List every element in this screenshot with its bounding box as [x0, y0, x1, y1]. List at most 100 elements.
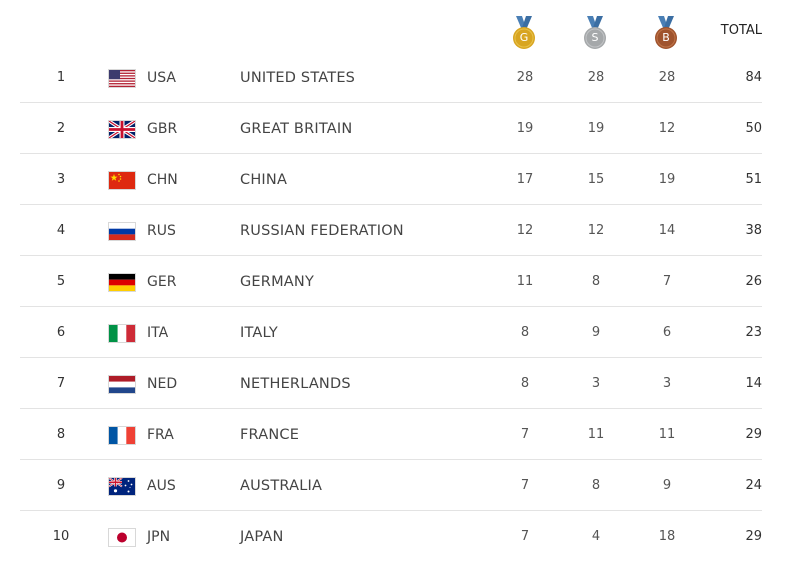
- country-name[interactable]: UNITED STATES: [240, 70, 356, 86]
- aus-flag-icon: [108, 477, 136, 496]
- bronze-count: 14: [658, 223, 676, 238]
- rank-cell: 9: [56, 478, 66, 493]
- bronze-count: 28: [658, 70, 676, 85]
- total-count: 38: [745, 223, 762, 238]
- total-column-header: TOTAL: [720, 23, 762, 38]
- gold-count: 7: [520, 427, 530, 442]
- country-name[interactable]: RUSSIAN FEDERATION: [240, 223, 404, 239]
- medal-table-body: 1 USA UNITED STATES 28 28 28 84 2 GBR GREAT BRITA…: [20, 52, 762, 561]
- bronze-count: 11: [658, 427, 676, 442]
- total-count: 24: [745, 478, 762, 493]
- silver-count: 4: [591, 529, 601, 544]
- total-count: 29: [745, 427, 762, 442]
- gold-count: 12: [516, 223, 534, 238]
- country-name[interactable]: NETHERLANDS: [240, 376, 351, 392]
- table-row[interactable]: 1 USA UNITED STATES 28 28 28 84: [20, 52, 762, 103]
- total-count: 14: [745, 376, 762, 391]
- bronze-count: 7: [662, 274, 672, 289]
- rus-flag-icon: [108, 222, 136, 241]
- table-row[interactable]: 2 GBR GREAT BRITAIN 19 19 12 50: [20, 103, 762, 154]
- country-code: USA: [147, 70, 176, 86]
- country-name[interactable]: AUSTRALIA: [240, 478, 323, 494]
- ned-flag-icon: [108, 375, 136, 394]
- rank-cell: 2: [56, 121, 66, 136]
- total-count: 51: [745, 172, 762, 187]
- country-code: CHN: [147, 172, 178, 188]
- gold-count: 7: [520, 529, 530, 544]
- rank-cell: 10: [52, 529, 70, 544]
- country-code: FRA: [147, 427, 174, 443]
- bronze-count: 9: [662, 478, 672, 493]
- table-row[interactable]: 10 JPN JAPAN 7 4 18 29: [20, 511, 762, 561]
- table-row[interactable]: 8 FRA FRANCE 7 11 11 29: [20, 409, 762, 460]
- bronze-medal-icon: B: [653, 16, 679, 50]
- rank-cell: 4: [56, 223, 66, 238]
- silver-count: 8: [591, 274, 601, 289]
- country-name[interactable]: GERMANY: [240, 274, 315, 290]
- silver-medal-letter: S: [591, 31, 599, 44]
- silver-medal-icon: S: [582, 16, 608, 50]
- table-row[interactable]: 6 ITA ITALY 8 9 6 23: [20, 307, 762, 358]
- silver-count: 3: [591, 376, 601, 391]
- country-code: JPN: [147, 529, 171, 545]
- rank-cell: 7: [56, 376, 66, 391]
- country-name[interactable]: ITALY: [240, 325, 278, 341]
- table-row[interactable]: 5 GER GERMANY 11 8 7 26: [20, 256, 762, 307]
- bronze-count: 12: [658, 121, 676, 136]
- bronze-medal-letter: B: [662, 31, 670, 44]
- fra-flag-icon: [108, 426, 136, 445]
- gold-medal-letter: G: [519, 31, 529, 44]
- total-count: 84: [745, 70, 762, 85]
- table-row[interactable]: 9 AUS AUSTRALIA 7 8 9 24: [20, 460, 762, 511]
- country-code: GBR: [147, 121, 178, 137]
- total-count: 23: [745, 325, 762, 340]
- chn-flag-icon: [108, 171, 136, 190]
- country-name[interactable]: JAPAN: [240, 529, 284, 545]
- country-name[interactable]: FRANCE: [240, 427, 300, 443]
- total-count: 26: [745, 274, 762, 289]
- country-name[interactable]: CHINA: [240, 172, 288, 188]
- gold-medal-icon: G: [511, 16, 537, 50]
- total-count: 50: [745, 121, 762, 136]
- bronze-count: 3: [662, 376, 672, 391]
- usa-flag-icon: [108, 69, 136, 88]
- bronze-count: 19: [658, 172, 676, 187]
- gold-count: 19: [516, 121, 534, 136]
- country-code: NED: [147, 376, 178, 392]
- bronze-count: 18: [658, 529, 676, 544]
- gbr-flag-icon: [108, 120, 136, 139]
- rank-cell: 1: [56, 70, 66, 85]
- table-row[interactable]: 4 RUS RUSSIAN FEDERATION 12 12 14 38: [20, 205, 762, 256]
- rank-cell: 8: [56, 427, 66, 442]
- rank-cell: 6: [56, 325, 66, 340]
- silver-count: 28: [587, 70, 605, 85]
- table-row[interactable]: 3 CHN CHINA 17 15 19 51: [20, 154, 762, 205]
- rank-cell: 5: [56, 274, 66, 289]
- country-code: GER: [147, 274, 177, 290]
- silver-count: 12: [587, 223, 605, 238]
- gold-count: 17: [516, 172, 534, 187]
- gold-count: 11: [516, 274, 534, 289]
- gold-count: 8: [520, 376, 530, 391]
- medal-table: G S B TOTAL 1 USA UNITED STATES 28 28 28 84 2 GB…: [20, 0, 762, 561]
- jpn-flag-icon: [108, 528, 136, 547]
- gold-count: 7: [520, 478, 530, 493]
- total-count: 29: [745, 529, 762, 544]
- silver-count: 19: [587, 121, 605, 136]
- silver-count: 11: [587, 427, 605, 442]
- country-name[interactable]: GREAT BRITAIN: [240, 121, 353, 137]
- silver-count: 15: [587, 172, 605, 187]
- ita-flag-icon: [108, 324, 136, 343]
- silver-count: 9: [591, 325, 601, 340]
- table-row[interactable]: 7 NED NETHERLANDS 8 3 3 14: [20, 358, 762, 409]
- rank-cell: 3: [56, 172, 66, 187]
- bronze-count: 6: [662, 325, 672, 340]
- silver-count: 8: [591, 478, 601, 493]
- medal-table-header: G S B TOTAL: [20, 0, 762, 52]
- country-code: RUS: [147, 223, 176, 239]
- country-code: ITA: [147, 325, 169, 341]
- gold-count: 28: [516, 70, 534, 85]
- country-code: AUS: [147, 478, 176, 494]
- ger-flag-icon: [108, 273, 136, 292]
- gold-count: 8: [520, 325, 530, 340]
